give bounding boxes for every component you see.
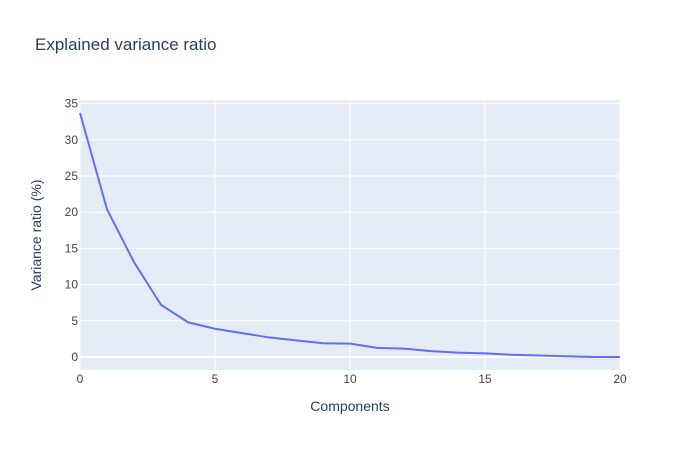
x-tick-label: 10 <box>343 372 357 386</box>
y-tick-label: 0 <box>71 350 78 364</box>
y-tick-label: 20 <box>65 205 79 219</box>
x-tick-label: 5 <box>212 372 219 386</box>
y-tick-label: 5 <box>71 314 78 328</box>
x-axis-label: Components <box>310 398 389 414</box>
y-axis-label: Variance ratio (%) <box>28 179 44 290</box>
y-tick-label: 15 <box>65 241 79 255</box>
x-tick-label: 15 <box>478 372 492 386</box>
axis-ticks: 0 5 10 15 20 0 5 10 15 20 25 30 35 <box>65 97 627 386</box>
grid-lines <box>79 100 621 370</box>
y-tick-label: 35 <box>65 97 79 111</box>
series-lines <box>79 112 620 358</box>
series-line-0 <box>79 112 620 358</box>
y-tick-label: 10 <box>65 278 79 292</box>
x-tick-label: 0 <box>77 372 84 386</box>
y-tick-label: 30 <box>65 133 79 147</box>
chart-title: Explained variance ratio <box>35 35 216 54</box>
y-tick-label: 25 <box>65 169 79 183</box>
x-tick-label: 20 <box>613 372 627 386</box>
